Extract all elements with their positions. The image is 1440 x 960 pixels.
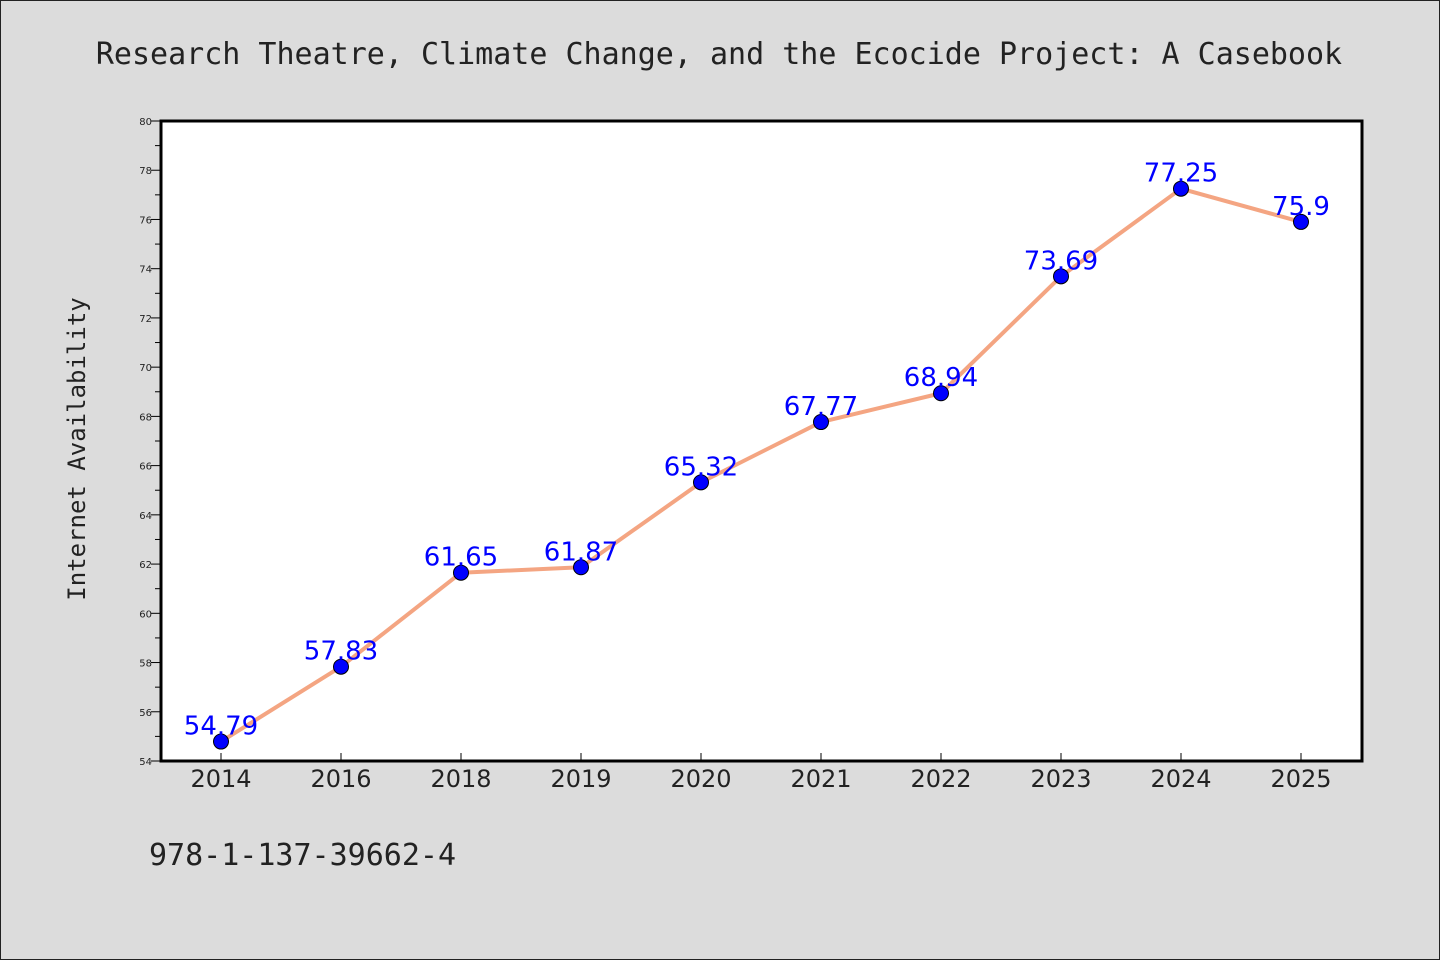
isbn-text: 978-1-137-39662-4 [149,838,456,873]
x-tick-label: 2020 [670,765,731,793]
data-point [453,564,469,581]
data-label: 73.69 [1024,246,1098,276]
data-point [813,414,829,431]
data-label: 61.87 [544,537,618,567]
x-tick-label: 2014 [190,765,251,793]
y-tick-label: 72 [139,314,152,325]
y-tick-label: 64 [139,511,152,522]
y-tick-label: 80 [139,117,152,128]
data-point [573,559,589,576]
y-tick-label: 66 [139,462,152,473]
x-tick-label: 2024 [1150,765,1211,793]
x-tick-label: 2019 [550,765,611,793]
x-tick-label: 2016 [310,765,371,793]
data-label: 65.32 [664,452,738,482]
chart-title: Research Theatre, Climate Change, and th… [96,37,1342,72]
x-tick-label: 2025 [1270,765,1331,793]
y-tick-label: 58 [139,659,152,670]
y-axis: 54 56 58 60 62 64 66 68 70 72 74 76 78 80 [139,117,161,768]
data-label: 57.83 [304,637,378,667]
data-point [693,474,709,491]
y-tick-label: 54 [139,757,152,768]
data-label: 67.77 [784,392,858,422]
data-point [213,733,229,750]
y-tick-label: 74 [139,265,152,276]
plot-area [159,119,1364,763]
x-tick-label: 2018 [430,765,491,793]
data-point [1173,180,1189,197]
y-tick-label: 70 [139,363,152,374]
y-axis-label: Internet Availability [63,297,91,600]
data-point [933,385,949,402]
y-tick-label: 68 [139,412,152,423]
series-layer: 54.79 57.83 61.65 61.87 65.32 67.77 68.94 73.69… [184,159,1330,750]
data-label: 54.79 [184,712,258,742]
data-label: 77.25 [1144,159,1218,189]
data-point [333,658,349,675]
data-label: 68.94 [904,363,978,393]
y-tick-label: 60 [139,609,152,620]
x-tick-label: 2022 [910,765,971,793]
series-line [219,186,1303,744]
x-tick-label: 2023 [1030,765,1091,793]
data-label: 75.9 [1272,192,1330,222]
y-tick-label: 56 [139,708,152,719]
y-tick-label: 62 [139,560,152,571]
data-point [1053,268,1069,285]
data-point [1293,213,1309,230]
y-tick-label: 78 [139,166,152,177]
y-tick-label: 76 [139,215,152,226]
x-axis: 2014 2016 2018 2019 2020 2021 2022 2023 2024 2025 [190,753,1332,793]
data-label: 61.65 [424,543,498,573]
x-tick-label: 2021 [790,765,851,793]
